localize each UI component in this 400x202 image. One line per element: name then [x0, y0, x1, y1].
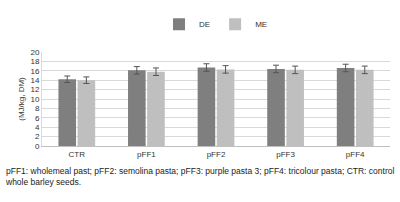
svg-text:16: 16 — [30, 67, 39, 76]
svg-text:8: 8 — [35, 104, 40, 113]
svg-text:CTR: CTR — [69, 150, 86, 159]
svg-text:2: 2 — [35, 132, 40, 141]
svg-text:0: 0 — [35, 142, 40, 151]
svg-text:pFF3: pFF3 — [276, 150, 295, 159]
html-text:pFF1: wholemeal past; pFF2: se: pFF1: wholemeal past; pFF2: semolina pas… — [6, 166, 395, 187]
svg-text:10: 10 — [30, 95, 39, 104]
svg-text:12: 12 — [30, 85, 39, 94]
svg-text:pFF4: pFF4 — [346, 150, 365, 159]
svg-text:pFF1: pFF1 — [137, 150, 156, 159]
svg-text:14: 14 — [30, 76, 39, 85]
svg-text:4: 4 — [35, 123, 40, 132]
svg-text:18: 18 — [30, 57, 39, 66]
svg-text:ME: ME — [255, 20, 267, 29]
svg-text:20: 20 — [30, 48, 39, 57]
svg-text:pFF2: pFF2 — [207, 150, 226, 159]
svg-text:(MJ/kg, DM): (MJ/kg, DM) — [17, 77, 26, 121]
svg-text:6: 6 — [35, 114, 40, 123]
svg-text:DE: DE — [199, 20, 210, 29]
